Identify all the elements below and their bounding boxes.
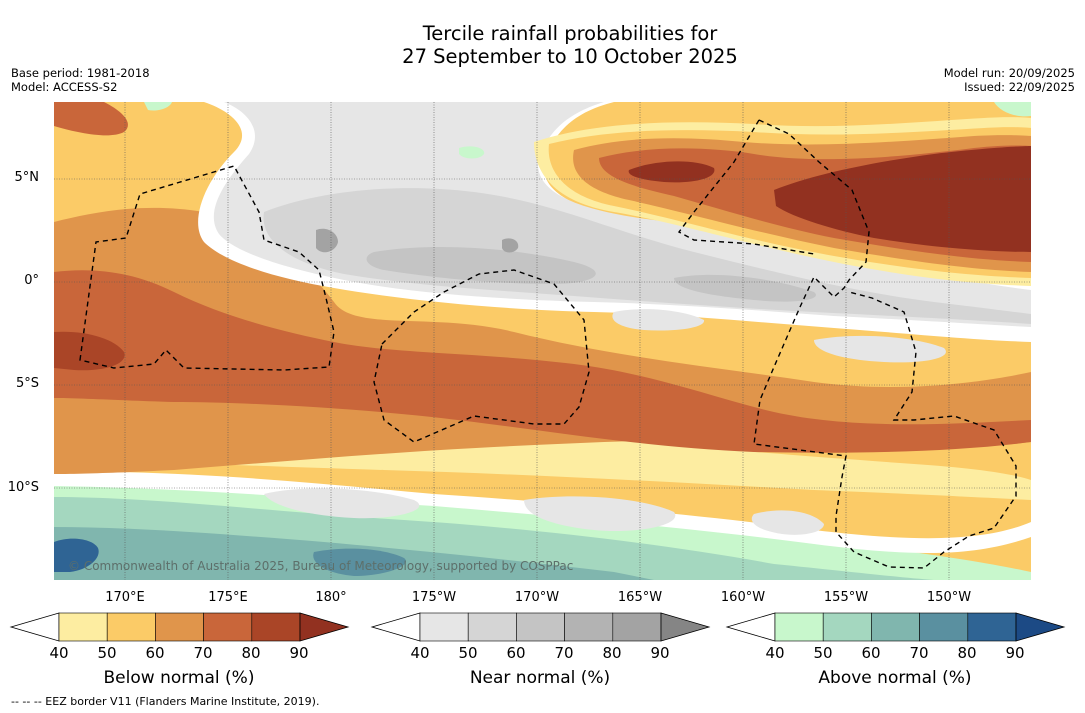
cb-near-tick-90: 90 xyxy=(650,644,670,662)
eez-border-line-islands xyxy=(753,119,1017,569)
colorbar-near-normal xyxy=(370,612,711,642)
lon-label-155w: 155°W xyxy=(823,590,869,605)
cb-below-tick-80: 80 xyxy=(241,644,261,662)
meta-right: Model run: 20/09/2025 Issued: 22/09/2025 xyxy=(944,66,1075,94)
colorbar-segment xyxy=(871,612,920,642)
below-normal-ne-90 xyxy=(628,146,1031,252)
issued-text: Issued: 22/09/2025 xyxy=(964,80,1075,94)
lon-label-170w: 170°W xyxy=(514,590,560,605)
cb-near-tick-40: 40 xyxy=(410,644,430,662)
eez-border-tokelau xyxy=(373,269,590,443)
colorbar-arrow-low xyxy=(725,612,776,642)
colorbar-segment xyxy=(251,612,301,642)
near-normal-patches-mid xyxy=(612,309,946,363)
above-normal-patch-sw xyxy=(54,538,99,572)
cb-below-tick-40: 40 xyxy=(49,644,69,662)
lon-label-160w: 160°W xyxy=(720,590,766,605)
lat-label-0: 0° xyxy=(24,273,39,288)
cb-above-tick-50: 50 xyxy=(813,644,833,662)
cb-near-tick-50: 50 xyxy=(458,644,478,662)
cb-near-tick-70: 70 xyxy=(554,644,574,662)
lat-label-10s: 10°S xyxy=(7,480,39,495)
colorbar-segment xyxy=(774,612,824,642)
cb-above-tick-60: 60 xyxy=(861,644,881,662)
below-normal-patch-70-northwest xyxy=(54,102,128,136)
colorbar-arrow-high xyxy=(299,612,350,642)
colorbar-segment xyxy=(419,612,469,642)
colorbars xyxy=(9,612,1066,642)
cb-below-tick-60: 60 xyxy=(145,644,165,662)
colorbar-title-above: Above normal (%) xyxy=(818,668,972,688)
cb-near-tick-80: 80 xyxy=(602,644,622,662)
below-normal-belt-70 xyxy=(54,270,1031,453)
above-normal-patch-s xyxy=(313,548,406,576)
cb-below-tick-90: 90 xyxy=(289,644,309,662)
colorbar-below-normal xyxy=(9,612,350,642)
colorbar-segment xyxy=(155,612,204,642)
colorbar-segment xyxy=(106,612,156,642)
colorbar-segment xyxy=(919,612,969,642)
lat-label-5n: 5°N xyxy=(14,170,40,185)
lon-label-175e: 175°E xyxy=(208,590,248,605)
map-title-line-2: 27 September to 10 October 2025 xyxy=(402,45,738,68)
colorbar-segment xyxy=(822,612,872,642)
cb-above-tick-90: 90 xyxy=(1005,644,1025,662)
model-run-text: Model run: 20/09/2025 xyxy=(943,66,1075,80)
lon-label-150w: 150°W xyxy=(926,590,972,605)
colorbar-segment xyxy=(967,612,1017,642)
colorbar-title-near: Near normal (%) xyxy=(469,668,611,688)
colorbar-title-below: Below normal (%) xyxy=(103,668,255,688)
rainfall-probability-map xyxy=(54,102,1031,580)
colorbar-segment xyxy=(467,612,517,642)
meta-left: Base period: 1981-2018 Model: ACCESS-S2 xyxy=(11,66,150,94)
near-normal-patches-south xyxy=(264,488,824,535)
eez-border-tuvalu xyxy=(79,165,335,371)
colorbar-arrow-high xyxy=(1015,612,1066,642)
colorbar-arrow-low xyxy=(9,612,60,642)
cb-above-tick-70: 70 xyxy=(909,644,929,662)
lon-label-175w: 175°W xyxy=(411,590,457,605)
eez-borders xyxy=(79,119,1017,569)
near-normal-band-north-70 xyxy=(366,247,816,302)
colorbar-arrow-low xyxy=(370,612,421,642)
eez-border-phoenix xyxy=(677,119,815,255)
lon-label-180: 180° xyxy=(315,590,347,605)
colorbar-segment xyxy=(612,612,662,642)
eez-legend-note: -- -- -- EEZ border V11 (Flanders Marine… xyxy=(11,695,320,708)
graticule xyxy=(54,102,1031,580)
cb-below-tick-50: 50 xyxy=(97,644,117,662)
colorbar-above-normal xyxy=(725,612,1066,642)
lon-label-165w: 165°W xyxy=(617,590,663,605)
colorbar-arrow-high xyxy=(660,612,711,642)
colorbar-segment xyxy=(203,612,253,642)
below-normal-patch-80-west xyxy=(54,331,125,371)
colorbar-segment xyxy=(564,612,614,642)
cb-near-tick-60: 60 xyxy=(506,644,526,662)
lat-label-5s: 5°S xyxy=(15,376,39,391)
cb-below-tick-70: 70 xyxy=(193,644,213,662)
colorbar-segment xyxy=(58,612,108,642)
base-period-text: Base period: 1981-2018 xyxy=(11,66,150,80)
map-title-line-1: Tercile rainfall probabilities for xyxy=(422,22,718,45)
copyright-notice: © Commonwealth of Australia 2025, Bureau… xyxy=(68,559,574,573)
lon-label-170e: 170°E xyxy=(105,590,145,605)
cb-above-tick-40: 40 xyxy=(765,644,785,662)
colorbar-segment xyxy=(516,612,565,642)
cb-above-tick-80: 80 xyxy=(957,644,977,662)
model-text: Model: ACCESS-S2 xyxy=(11,80,118,94)
near-normal-band-north-60 xyxy=(263,188,1031,324)
